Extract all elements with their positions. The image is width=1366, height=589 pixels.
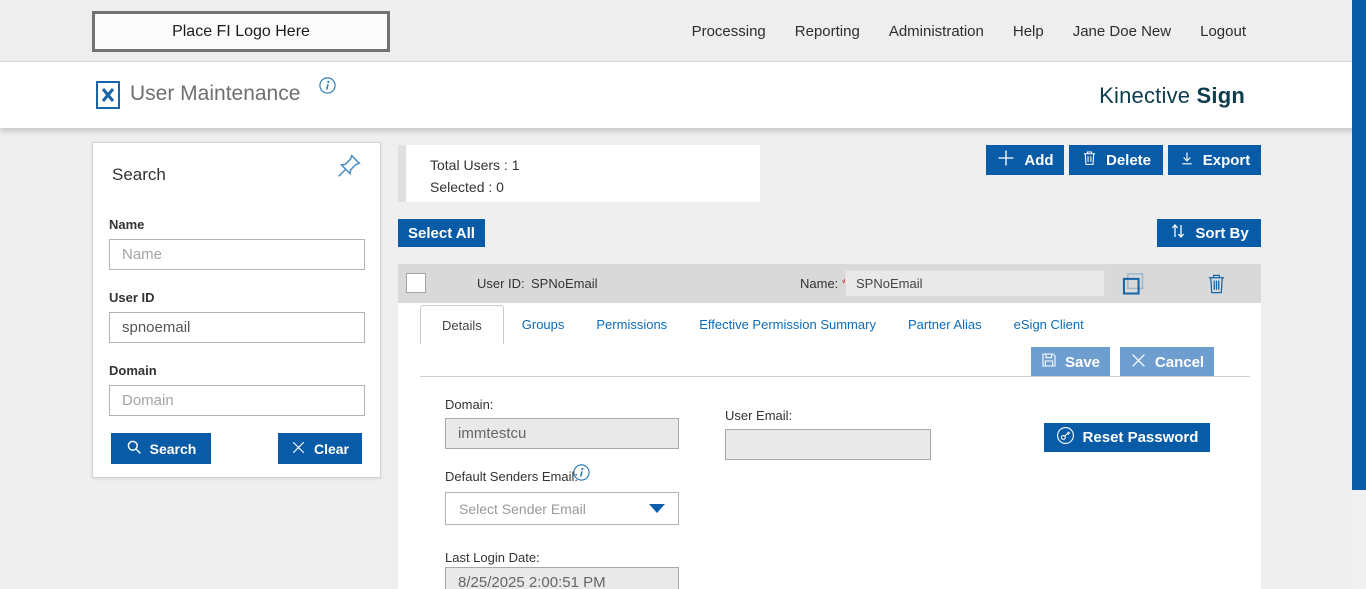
row-trash-icon[interactable] bbox=[1205, 271, 1228, 301]
key-icon bbox=[1056, 426, 1075, 449]
save-icon bbox=[1041, 352, 1057, 372]
sender-email-dropdown[interactable]: Select Sender Email bbox=[445, 492, 679, 525]
save-cancel-bar: Save Cancel bbox=[1031, 347, 1214, 377]
search-button-label: Search bbox=[149, 440, 197, 457]
default-senders-email-label: Default Senders Email: bbox=[445, 469, 578, 484]
user-email-label: User Email: bbox=[725, 408, 793, 423]
sort-by-button[interactable]: Sort By bbox=[1157, 219, 1261, 247]
user-row-checkbox[interactable] bbox=[406, 273, 426, 293]
tab-groups[interactable]: Groups bbox=[521, 317, 565, 332]
export-button[interactable]: Export bbox=[1168, 145, 1261, 175]
domain-field bbox=[445, 418, 679, 449]
add-button[interactable]: Add bbox=[986, 145, 1064, 175]
tab-effective-permission-summary[interactable]: Effective Permission Summary bbox=[699, 317, 876, 332]
reset-password-button[interactable]: Reset Password bbox=[1044, 423, 1210, 452]
tab-partner-alias[interactable]: Partner Alias bbox=[907, 317, 982, 332]
detail-tabs: Details Groups Permissions Effective Per… bbox=[420, 305, 1100, 344]
pin-icon[interactable] bbox=[336, 153, 362, 184]
fi-logo-text: Place FI Logo Here bbox=[172, 22, 310, 40]
user-id-input[interactable] bbox=[109, 312, 365, 343]
tab-esign-client[interactable]: eSign Client bbox=[1013, 317, 1084, 332]
close-icon bbox=[291, 440, 306, 458]
search-icon bbox=[126, 439, 142, 458]
search-panel-title: Search bbox=[112, 165, 166, 184]
name-input[interactable] bbox=[109, 239, 365, 270]
select-all-label: Select All bbox=[408, 224, 475, 242]
brand-name: Kinective bbox=[1099, 83, 1191, 108]
tab-permissions[interactable]: Permissions bbox=[596, 317, 668, 332]
page-header: User Maintenance Kinective Sign bbox=[0, 62, 1366, 128]
delete-button[interactable]: Delete bbox=[1069, 145, 1163, 175]
plus-icon bbox=[996, 148, 1016, 172]
row-user-id-label: User ID: bbox=[477, 276, 525, 291]
cancel-button-label: Cancel bbox=[1154, 353, 1205, 371]
fi-logo-placeholder: Place FI Logo Here bbox=[92, 11, 390, 52]
vertical-scrollbar-thumb[interactable] bbox=[1352, 0, 1366, 490]
reset-password-label: Reset Password bbox=[1082, 429, 1199, 446]
user-id-label: User ID bbox=[109, 290, 155, 305]
cancel-close-icon bbox=[1130, 352, 1147, 373]
add-button-label: Add bbox=[1024, 151, 1054, 169]
trash-icon bbox=[1081, 149, 1098, 171]
sort-icon bbox=[1169, 222, 1187, 244]
export-button-label: Export bbox=[1202, 151, 1251, 169]
user-row: User ID: SPNoEmail Name: * bbox=[398, 264, 1261, 303]
form-divider bbox=[420, 376, 1250, 377]
summary-left-strip bbox=[398, 145, 406, 202]
save-button[interactable]: Save bbox=[1031, 347, 1110, 377]
sender-email-info-icon[interactable] bbox=[573, 464, 590, 481]
nav-administration[interactable]: Administration bbox=[888, 22, 984, 40]
row-user-id-value: SPNoEmail bbox=[531, 276, 598, 291]
last-login-label: Last Login Date: bbox=[445, 550, 540, 565]
domain-field-label: Domain: bbox=[445, 397, 494, 412]
total-users-value: 1 bbox=[511, 157, 520, 173]
user-maintenance-icon bbox=[95, 80, 121, 115]
row-name-input[interactable] bbox=[845, 270, 1105, 297]
cancel-button[interactable]: Cancel bbox=[1120, 347, 1214, 377]
name-label: Name bbox=[109, 217, 145, 232]
nav-logout[interactable]: Logout bbox=[1200, 22, 1246, 40]
selected-value: 0 bbox=[496, 179, 504, 195]
user-count-summary: Total Users : 1 Selected : 0 bbox=[406, 145, 760, 202]
download-icon bbox=[1179, 150, 1195, 171]
sender-email-dropdown-value: Select Sender Email bbox=[459, 500, 586, 517]
delete-button-label: Delete bbox=[1105, 151, 1152, 169]
selected-line: Selected : 0 bbox=[430, 179, 504, 195]
tab-details[interactable]: Details bbox=[420, 305, 504, 344]
clear-button-label: Clear bbox=[313, 440, 350, 457]
required-marker: * bbox=[842, 276, 847, 291]
total-users-line: Total Users : 1 bbox=[430, 157, 520, 173]
select-all-button[interactable]: Select All bbox=[398, 219, 485, 247]
brand-logo: Kinective Sign bbox=[1099, 83, 1245, 109]
nav-help[interactable]: Help bbox=[1012, 22, 1044, 40]
top-navigation: Processing Reporting Administration Help… bbox=[692, 0, 1246, 62]
nav-processing[interactable]: Processing bbox=[691, 22, 766, 40]
search-panel: Search Name User ID Domain Search bbox=[92, 142, 381, 478]
nav-user-menu[interactable]: Jane Doe New bbox=[1072, 22, 1172, 40]
clear-button[interactable]: Clear bbox=[278, 433, 362, 464]
nav-reporting[interactable]: Reporting bbox=[794, 22, 860, 40]
sort-by-label: Sort By bbox=[1195, 224, 1249, 242]
domain-input[interactable] bbox=[109, 385, 365, 416]
top-bar: Place FI Logo Here Processing Reporting … bbox=[0, 0, 1366, 62]
last-login-field bbox=[445, 567, 679, 589]
save-button-label: Save bbox=[1064, 353, 1101, 371]
brand-product: Sign bbox=[1196, 83, 1245, 108]
info-icon[interactable] bbox=[319, 77, 336, 94]
search-button[interactable]: Search bbox=[111, 433, 211, 464]
domain-label: Domain bbox=[109, 363, 157, 378]
vertical-scrollbar-track[interactable] bbox=[1352, 0, 1366, 589]
page-title: User Maintenance bbox=[130, 82, 301, 105]
user-email-field bbox=[725, 429, 931, 460]
row-name-label: Name: * bbox=[800, 264, 847, 303]
copy-icon[interactable] bbox=[1120, 271, 1147, 303]
chevron-down-icon bbox=[649, 504, 665, 513]
